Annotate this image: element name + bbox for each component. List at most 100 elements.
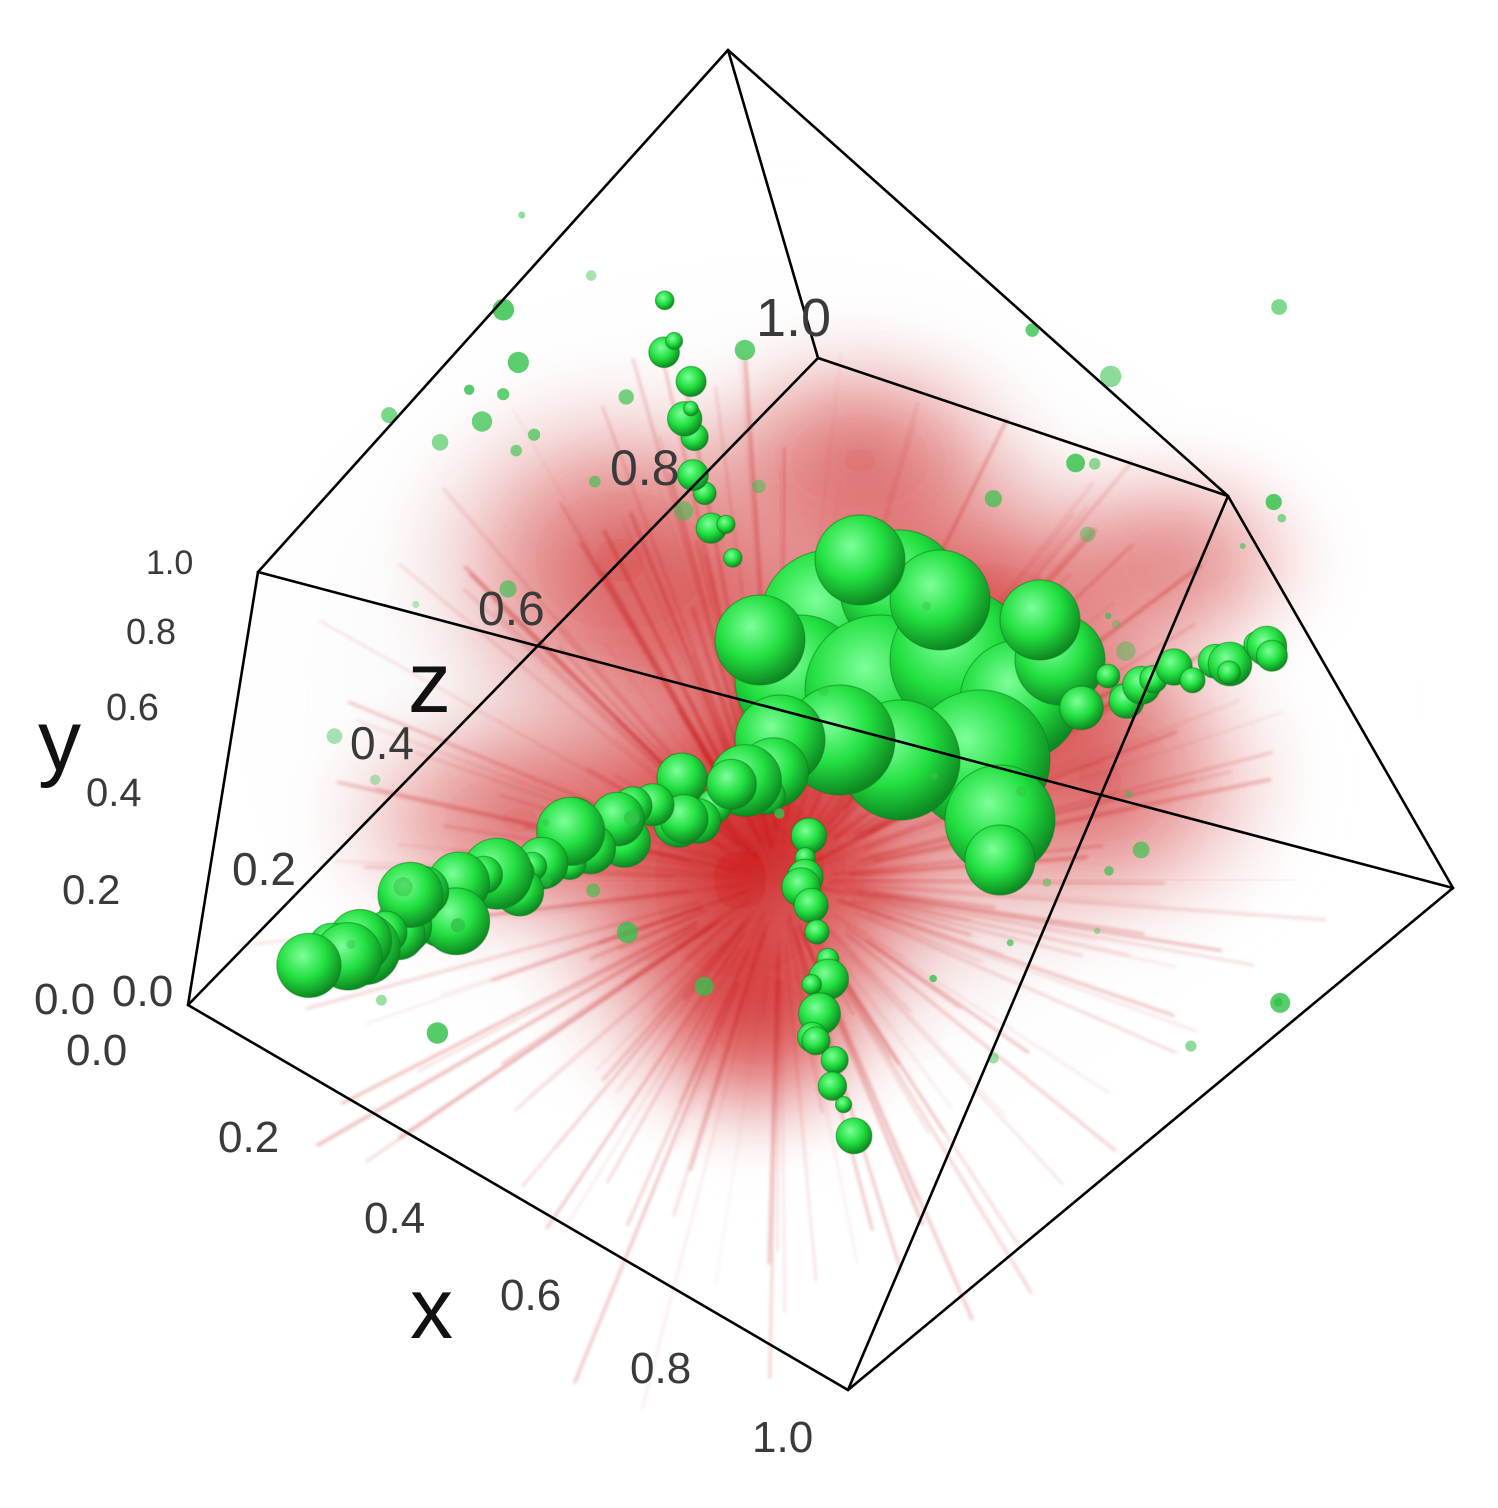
density-filament (873, 777, 1272, 863)
z-tick-label: 0.4 (350, 717, 414, 769)
density-filament (812, 711, 1284, 870)
isosurface-droplet (1185, 1040, 1197, 1052)
isosurface-droplet (929, 974, 937, 983)
isosurface-droplet (930, 772, 938, 780)
isosurface-clump (1058, 685, 1104, 731)
isosurface-clump (801, 974, 823, 995)
isosurface-clump (1216, 660, 1241, 685)
isosurface-clump (835, 1117, 873, 1155)
x-tick-label: 0.2 (218, 1113, 279, 1162)
z-axis-label: z (408, 635, 451, 731)
isosurface-clump (654, 290, 675, 311)
isosurface-clump (716, 514, 736, 535)
isosurface-droplet (616, 921, 639, 944)
isosurface-clump (1255, 639, 1289, 672)
isosurface-clump (1095, 663, 1121, 689)
density-filament (417, 922, 700, 1073)
isosurface-droplet (528, 428, 541, 441)
isosurface-droplet (818, 685, 829, 697)
density-filament (843, 881, 903, 884)
box-edge-o-z1 (186, 356, 820, 1007)
box-edge-o-x1 (186, 1003, 850, 1392)
density-filament (677, 914, 755, 1016)
y-axis-label: y (38, 693, 81, 789)
isosurface-droplet (1125, 790, 1133, 798)
density-filament (562, 964, 728, 1233)
isosurface-clump (820, 1045, 849, 1075)
density-filament (831, 912, 1111, 1095)
isosurface-clump (817, 1071, 848, 1101)
density-filament (641, 911, 773, 1411)
isosurface-droplet (774, 808, 785, 819)
z-tick-label: 0.8 (610, 440, 680, 496)
isosurface-droplet (1093, 927, 1101, 935)
isosurface-droplet (586, 883, 601, 898)
density-filament (761, 974, 770, 1017)
y-tick-label: 0.4 (86, 771, 142, 815)
isosurface-droplet (674, 501, 694, 521)
density-filament (840, 917, 904, 958)
isosurface-clump (676, 459, 709, 492)
isosurface-clump (999, 579, 1081, 661)
isosurface-droplet (1088, 458, 1101, 470)
isosurface-clump (705, 758, 757, 810)
density-filament (510, 891, 694, 920)
density-filament (835, 898, 1199, 1033)
box-edge-z1-yz (726, 48, 820, 360)
isosurface-droplet (1025, 323, 1040, 337)
isosurface-droplet (1277, 513, 1287, 523)
density-cloud (640, 300, 1080, 620)
density-filament (554, 903, 761, 1150)
x-tick-label: 0.6 (500, 1271, 561, 1320)
x-axis-label: x (410, 1261, 453, 1357)
density-filament (682, 923, 746, 1002)
isosurface-droplet (376, 994, 387, 1006)
density-filament (854, 911, 1177, 1054)
y-tick-label: 0.0 (34, 975, 95, 1024)
isosurface-droplet (426, 1022, 449, 1044)
density-filament (825, 826, 916, 863)
isosurface-clump (675, 365, 707, 398)
isosurface-droplet (1265, 493, 1282, 511)
density-filament (441, 906, 702, 996)
isosurface-droplet (694, 976, 714, 996)
isosurface-droplet (471, 411, 493, 432)
density-filament (851, 899, 972, 937)
density-filament (767, 954, 780, 1264)
isosurface-clump (1179, 667, 1206, 694)
isosurface-droplet (412, 600, 420, 609)
density-filament (815, 821, 887, 862)
density-filament (653, 949, 712, 1010)
isosurface-clump (714, 594, 806, 686)
isosurface-clump (276, 932, 342, 999)
x-tick-label: 1.0 (752, 1413, 813, 1462)
x-tick-label: 0.8 (630, 1344, 691, 1393)
isosurface-clump (722, 548, 743, 568)
isosurface-droplet (450, 918, 466, 933)
isosurface-droplet (381, 407, 398, 424)
density-filament (818, 931, 953, 1109)
density-filament (826, 882, 1326, 922)
isosurface-droplet (1100, 365, 1122, 388)
isosurface-droplet (1239, 543, 1246, 549)
x-tick-label: 0.4 (364, 1194, 425, 1243)
density-filament (785, 944, 817, 1283)
y-tick-label: 1.0 (146, 544, 193, 582)
z-tick-label: 0.2 (232, 843, 296, 895)
density-filament (315, 926, 698, 1148)
density-filament (714, 946, 770, 1286)
isosurface-droplet (922, 601, 931, 611)
y-tick-label: 0.6 (106, 687, 159, 729)
density-filament (856, 890, 1223, 952)
isosurface-clump (801, 1026, 831, 1056)
density-filament (648, 907, 735, 962)
isosurface-droplet (1066, 453, 1085, 473)
isosurface-droplet (1016, 786, 1027, 797)
isosurface-droplet (589, 475, 601, 488)
density-filament (867, 913, 984, 964)
isosurface-droplet (1042, 878, 1052, 887)
density-filament (849, 844, 964, 869)
isosurface-droplet (499, 580, 517, 598)
isosurface-droplet (1132, 841, 1150, 859)
